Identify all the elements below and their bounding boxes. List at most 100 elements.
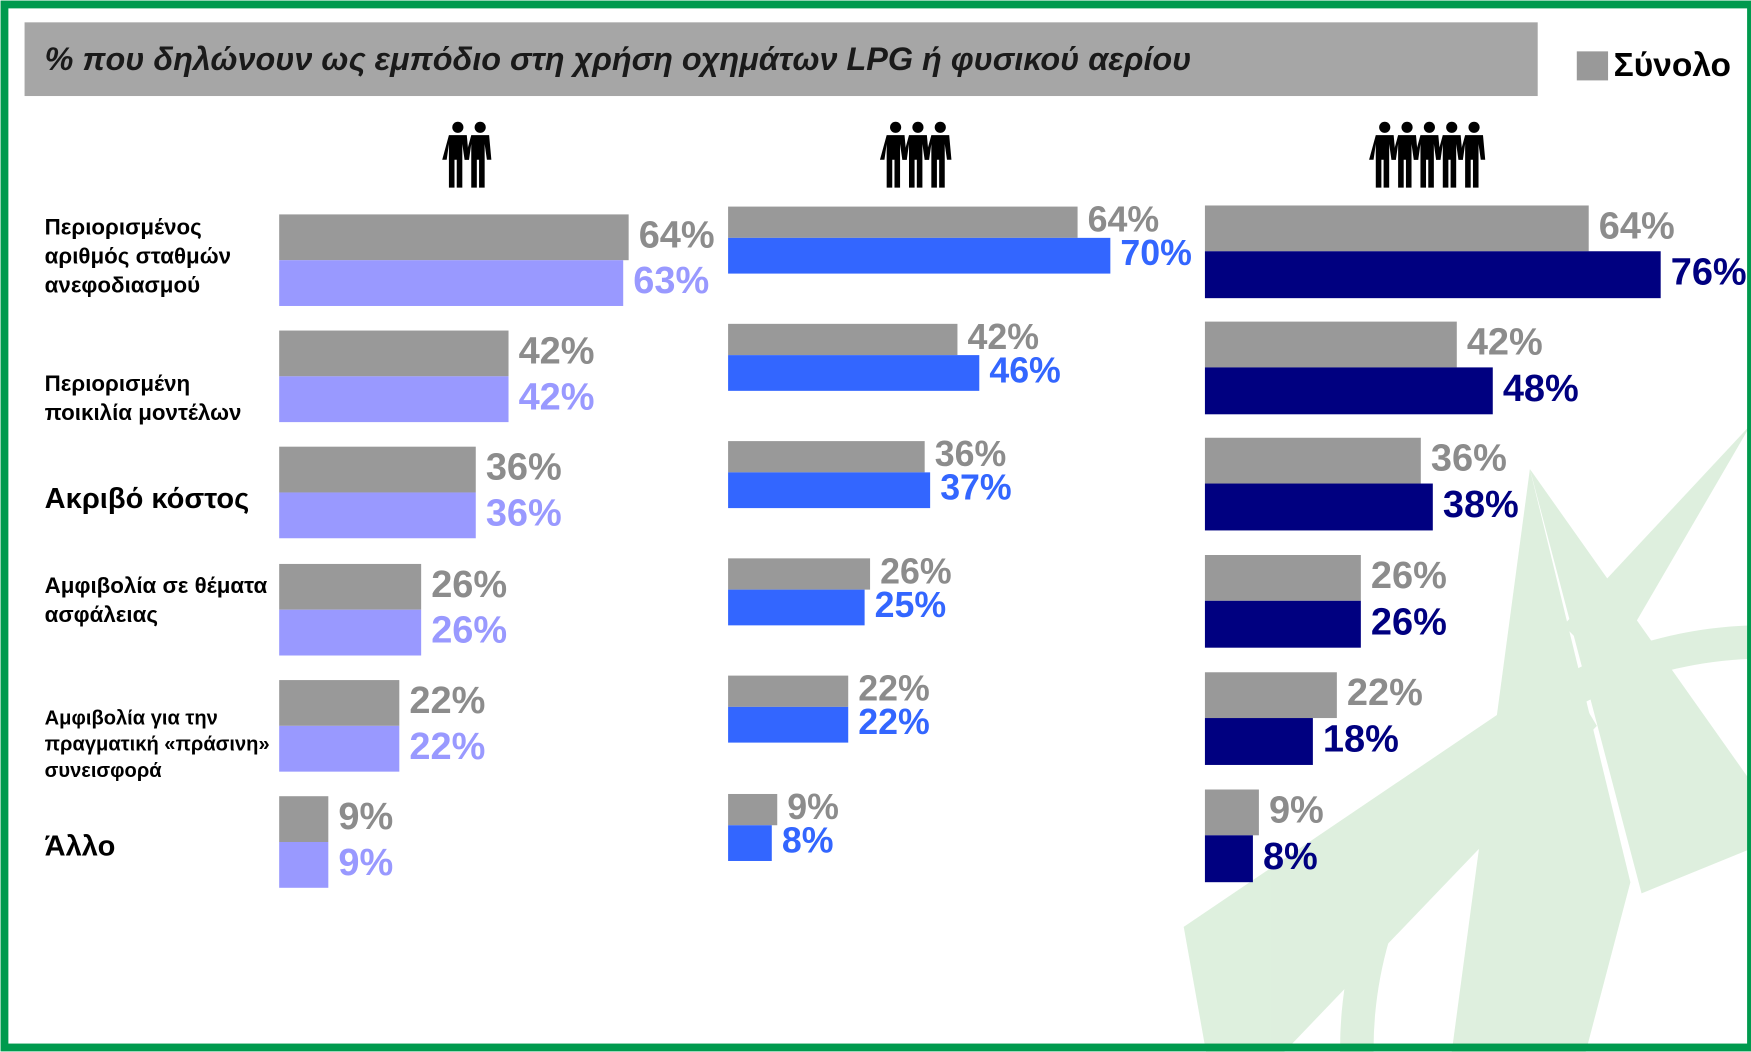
bar-group <box>279 609 422 656</box>
value-label-group: 22% <box>409 726 485 768</box>
person-body <box>924 135 952 188</box>
person-head <box>1423 121 1435 133</box>
value-label-group: 46% <box>989 350 1061 390</box>
person-head <box>890 121 902 133</box>
value-label-total: 22% <box>409 680 485 722</box>
bar-group <box>728 825 772 861</box>
person-icon <box>442 121 470 188</box>
value-label-total: 36% <box>935 434 1006 474</box>
bar-group <box>1204 835 1253 883</box>
value-label-total: 26% <box>880 551 952 591</box>
bar-total <box>279 680 400 726</box>
category-label: Περιορισμένος αριθμός σταθμών ανεφοδιασμ… <box>44 215 232 299</box>
bar-total <box>728 323 958 356</box>
value-label-total: 26% <box>1371 555 1447 597</box>
bar-total <box>1204 672 1337 719</box>
legend-label: Σύνολο <box>1614 47 1731 84</box>
bar-group <box>1204 718 1313 765</box>
bar-total <box>1204 789 1259 836</box>
value-label-group: 76% <box>1671 252 1747 294</box>
bar-total <box>728 793 778 826</box>
value-label-total: 9% <box>338 796 393 838</box>
chart-title: % που δηλώνουν ως εμπόδιο στη χρήση οχημ… <box>45 41 1192 77</box>
value-label-total: 42% <box>1467 322 1543 364</box>
person-body <box>1413 135 1441 188</box>
person-icon <box>1458 121 1486 188</box>
bar-group <box>279 725 400 772</box>
legend-swatch <box>1576 51 1609 81</box>
value-label-group: 38% <box>1443 484 1519 526</box>
person-icon <box>902 121 930 188</box>
value-label-total: 36% <box>486 447 562 489</box>
bar-total <box>279 446 476 493</box>
bar-total <box>728 441 925 473</box>
bar-total <box>279 563 422 610</box>
person-head <box>452 121 464 133</box>
bar-total <box>279 330 509 377</box>
bar-group <box>1204 600 1361 648</box>
person-icon <box>1369 121 1396 188</box>
bar-group <box>728 355 980 391</box>
person-body <box>464 135 492 188</box>
person-icon <box>1391 121 1419 188</box>
person-head <box>1401 121 1413 133</box>
bar-group <box>279 841 329 888</box>
value-label-group: 70% <box>1120 233 1192 273</box>
bar-total <box>1204 321 1457 368</box>
value-label-total: 64% <box>639 214 715 256</box>
person-icon <box>1436 121 1463 188</box>
person-head <box>474 121 486 133</box>
person-body <box>1436 135 1463 188</box>
bar-total <box>728 675 849 707</box>
value-label-group: 37% <box>940 468 1012 508</box>
category-label: Άλλο <box>44 828 116 863</box>
value-label-group: 48% <box>1503 368 1579 410</box>
bar-group <box>1204 367 1493 415</box>
bar-total <box>728 558 871 590</box>
person-body <box>1369 135 1396 188</box>
person-head <box>1468 121 1480 133</box>
bar-total <box>1204 437 1421 484</box>
value-label-total: 64% <box>1599 205 1675 247</box>
value-label-total: 22% <box>858 669 930 709</box>
value-label-group: 8% <box>782 821 834 861</box>
bar-group <box>728 589 865 626</box>
bar-group <box>728 472 931 509</box>
bar-total <box>279 796 329 842</box>
bar-total <box>1204 205 1589 252</box>
category-label: Περιορισμένη ποικιλία μοντέλων <box>44 371 242 426</box>
person-body <box>902 135 930 188</box>
value-label-total: 36% <box>1431 438 1507 480</box>
bar-group <box>728 237 1111 274</box>
bar-total <box>279 214 629 261</box>
value-label-group: 63% <box>633 260 709 302</box>
bar-group <box>728 706 849 743</box>
person-head <box>1379 121 1391 133</box>
value-label-total: 22% <box>1347 672 1423 714</box>
value-label-group: 36% <box>486 492 562 534</box>
person-head <box>912 121 924 133</box>
value-label-total: 9% <box>787 787 839 827</box>
bar-total <box>728 206 1078 238</box>
bar-group <box>279 492 476 539</box>
person-body <box>879 135 907 188</box>
bar-total <box>1204 555 1361 601</box>
bar-group <box>1204 251 1661 299</box>
value-label-total: 42% <box>967 317 1038 357</box>
person-icon <box>1413 121 1441 188</box>
category-label: Αμφιβολία σε θέματα ασφάλειας <box>44 573 268 628</box>
category-label: Αμφιβολία για την πραγματική «πράσινη» σ… <box>44 706 270 782</box>
value-label-total: 9% <box>1269 789 1324 831</box>
value-label-group: 18% <box>1323 719 1399 761</box>
background-compass <box>1183 424 1751 1052</box>
value-label-total: 26% <box>431 564 507 606</box>
person-icon <box>924 121 952 188</box>
value-label-group: 26% <box>431 610 507 652</box>
person-body <box>442 135 470 188</box>
value-label-group: 25% <box>875 585 946 625</box>
person-icon <box>879 121 907 188</box>
value-label-group: 9% <box>338 842 393 884</box>
